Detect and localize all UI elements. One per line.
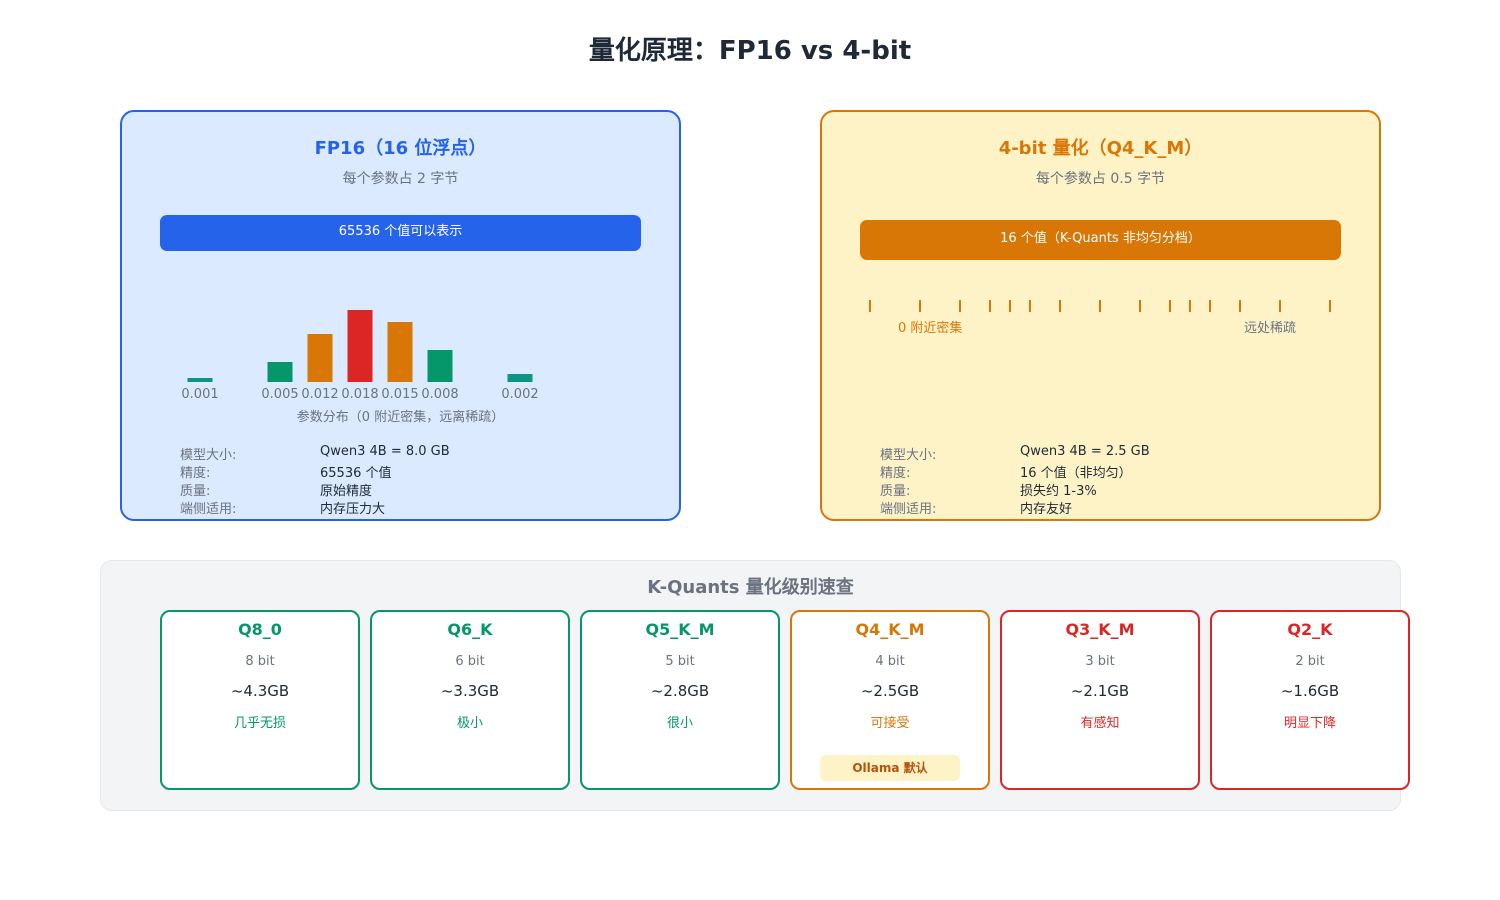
- info-value: Qwen3 4B = 2.5 GB: [1020, 444, 1150, 459]
- distribution-label: 0.005: [261, 387, 298, 402]
- level-bits: 8 bit: [245, 654, 275, 669]
- info-value: 原始精度: [320, 484, 373, 499]
- level-size: ~2.5GB: [860, 682, 920, 700]
- quant-level-card: Q8_0 8 bit ~4.3GB 几乎无损: [160, 610, 360, 790]
- distribution-bar: [347, 310, 373, 382]
- level-quality: 极小: [456, 716, 483, 731]
- level-quality: 有感知: [1080, 716, 1120, 731]
- level-name: Q5_K_M: [645, 620, 715, 639]
- distribution-label: 0.008: [421, 387, 458, 402]
- info-key: 端侧适用:: [180, 502, 237, 517]
- info-key: 质量:: [880, 484, 911, 499]
- info-key: 质量:: [180, 484, 211, 499]
- info-key: 模型大小:: [880, 448, 937, 463]
- distribution-bar: [267, 362, 293, 382]
- sparse-label: 远处稀疏: [1244, 321, 1297, 336]
- fp16-panel: FP16（16 位浮点） 每个参数占 2 字节 65536 个值可以表示 0.0…: [120, 110, 681, 521]
- distribution-label: 0.002: [501, 387, 538, 402]
- level-quality: 很小: [666, 716, 693, 731]
- q4-title: 4-bit 量化（Q4_K_M）: [998, 138, 1203, 159]
- level-bits: 6 bit: [455, 654, 485, 669]
- q4-subtitle: 每个参数占 0.5 字节: [1035, 171, 1166, 187]
- level-name: Q6_K: [447, 620, 493, 639]
- info-value: 损失约 1-3%: [1020, 484, 1097, 499]
- distribution-bar: [507, 374, 533, 382]
- level-size: ~2.8GB: [650, 682, 710, 700]
- quant-level-card: Q2_K 2 bit ~1.6GB 明显下降: [1210, 610, 1410, 790]
- info-value: 内存压力大: [320, 502, 386, 517]
- level-name: Q8_0: [238, 620, 282, 639]
- distribution-label: 0.015: [381, 387, 418, 402]
- default-badge: Ollama 默认: [820, 755, 960, 781]
- page-title: 量化原理：FP16 vs 4-bit: [588, 36, 912, 66]
- distribution-bar: [427, 350, 453, 382]
- level-size: ~4.3GB: [230, 682, 290, 700]
- level-size: ~3.3GB: [440, 682, 500, 700]
- quant-level-card: Q3_K_M 3 bit ~2.1GB 有感知: [1000, 610, 1200, 790]
- reference-title: K-Quants 量化级别速查: [647, 577, 854, 598]
- level-bits: 5 bit: [665, 654, 695, 669]
- q4-panel: 4-bit 量化（Q4_K_M） 每个参数占 0.5 字节 16 个值（K-Qu…: [820, 110, 1381, 521]
- distribution-label: 0.012: [301, 387, 338, 402]
- distribution-bar: [187, 378, 213, 382]
- quant-level-card: Q5_K_M 5 bit ~2.8GB 很小: [580, 610, 780, 790]
- level-name: Q4_K_M: [855, 620, 925, 639]
- fp16-title: FP16（16 位浮点）: [314, 138, 487, 159]
- level-bits: 3 bit: [1085, 654, 1115, 669]
- q4-value-bar: 16 个值（K-Quants 非均匀分档）: [860, 220, 1341, 260]
- info-value: 内存友好: [1020, 502, 1073, 517]
- level-quality: 可接受: [870, 716, 910, 731]
- dense-label: 0 附近密集: [898, 321, 963, 336]
- info-value: 65536 个值: [320, 466, 392, 481]
- quant-level-card: Q4_K_M 4 bit ~2.5GB 可接受 Ollama 默认: [790, 610, 990, 790]
- info-key: 端侧适用:: [880, 502, 937, 517]
- info-value: 16 个值（非均匀）: [1020, 466, 1132, 481]
- level-size: ~2.1GB: [1070, 682, 1130, 700]
- distribution-label: 0.018: [341, 387, 378, 402]
- quant-level-card: Q6_K 6 bit ~3.3GB 极小: [370, 610, 570, 790]
- quant-level-ticks: [869, 300, 1331, 312]
- distribution-bar: [387, 322, 413, 382]
- distribution-chart: 0.001 0.005 0.012 0.018 0.015 0.008 0.002: [181, 310, 539, 402]
- level-quality: 几乎无损: [233, 716, 286, 731]
- info-key: 精度:: [880, 466, 911, 481]
- info-value: Qwen3 4B = 8.0 GB: [320, 444, 450, 459]
- distribution-caption: 参数分布（0 附近密集，远离稀疏）: [296, 410, 505, 425]
- level-bits: 4 bit: [875, 654, 905, 669]
- fp16-subtitle: 每个参数占 2 字节: [342, 171, 459, 187]
- info-key: 模型大小:: [180, 448, 237, 463]
- level-quality: 明显下降: [1283, 716, 1336, 731]
- fp16-value-bar: 65536 个值可以表示: [160, 215, 641, 251]
- level-size: ~1.6GB: [1280, 682, 1340, 700]
- distribution-label: 0.001: [181, 387, 218, 402]
- info-key: 精度:: [180, 466, 211, 481]
- level-bits: 2 bit: [1295, 654, 1325, 669]
- distribution-bar: [307, 334, 333, 382]
- level-name: Q3_K_M: [1065, 620, 1135, 639]
- level-name: Q2_K: [1287, 620, 1333, 639]
